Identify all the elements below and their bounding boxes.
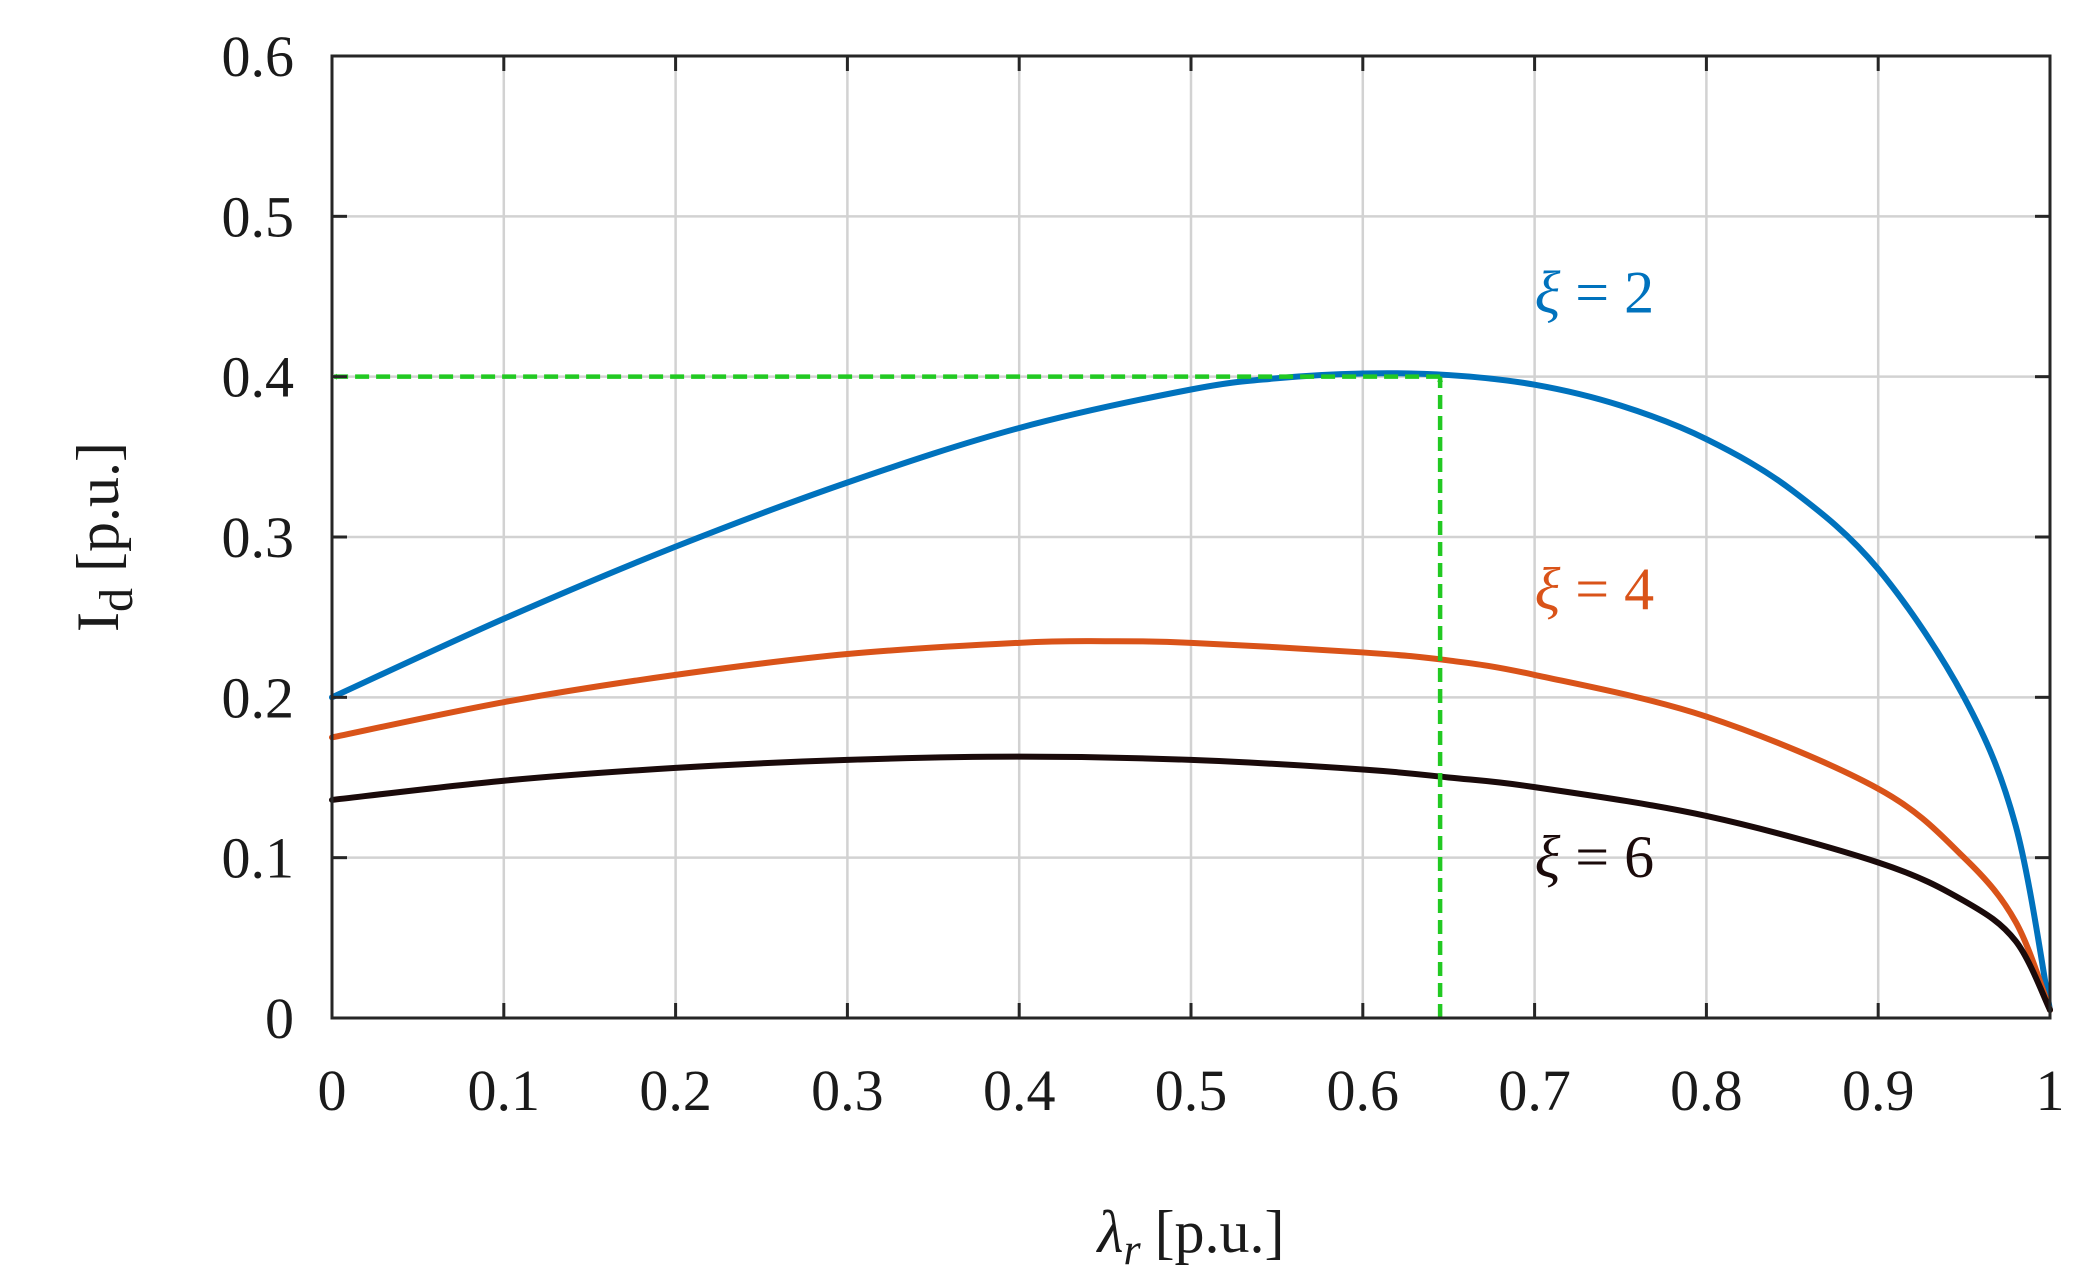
- curve-label-symbol: ξ: [1535, 824, 1561, 890]
- curve-label-value: = 2: [1560, 260, 1654, 326]
- curve-labels: ξ = 2ξ = 4ξ = 6: [1535, 260, 1655, 890]
- x-tick-label: 0.8: [1670, 1058, 1743, 1123]
- x-axis-symbol: λ: [1095, 1199, 1123, 1265]
- x-tick-label: 0.9: [1842, 1058, 1915, 1123]
- y-axis-label: Id [p.u.]: [65, 442, 143, 632]
- x-tick-label: 0.6: [1327, 1058, 1400, 1123]
- x-tick-label: 0.4: [983, 1058, 1056, 1123]
- x-axis-unit: [p.u.]: [1155, 1199, 1285, 1265]
- y-tick-label: 0.1: [222, 826, 295, 891]
- y-tick-label: 0.2: [222, 665, 295, 730]
- series-line-xi-4: [329, 638, 2053, 1013]
- y-tick-labels: 0 0.1 0.2 0.3 0.4 0.5 0.6: [222, 24, 295, 1051]
- y-tick-label: 0.3: [222, 505, 295, 570]
- y-axis-unit: [p.u.]: [65, 442, 131, 572]
- y-tick-label: 0.4: [222, 345, 295, 410]
- curve-label: ξ = 2: [1535, 260, 1655, 326]
- x-axis-label: λr [p.u.]: [1095, 1199, 1284, 1274]
- x-tick-label: 1: [2036, 1058, 2065, 1123]
- curve-label-value: = 4: [1560, 556, 1654, 622]
- series-group: [329, 370, 2053, 1013]
- grid-lines: [330, 54, 2052, 1020]
- x-tick-label: 0.5: [1155, 1058, 1228, 1123]
- tick-marks: [330, 54, 2052, 1020]
- x-tick-labels: 0 0.1 0.2 0.3 0.4 0.5 0.6 0.7 0.8 0.9 1: [318, 1058, 2065, 1123]
- curve-label-value: = 6: [1560, 824, 1654, 890]
- curve-label: ξ = 6: [1535, 824, 1655, 890]
- y-tick-label: 0: [265, 986, 294, 1051]
- curve-label: ξ = 4: [1535, 556, 1655, 622]
- x-tick-label: 0.1: [468, 1058, 541, 1123]
- x-tick-label: 0.3: [811, 1058, 884, 1123]
- y-axis-symbol: I: [65, 612, 131, 632]
- curve-label-symbol: ξ: [1535, 556, 1561, 622]
- y-tick-label: 0.5: [222, 184, 295, 249]
- y-tick-label: 0.6: [222, 24, 295, 89]
- y-axis-subscript: d: [90, 588, 143, 612]
- x-axis-subscript: r: [1123, 1225, 1141, 1274]
- x-tick-label: 0.7: [1498, 1058, 1571, 1123]
- series-line-xi-2: [329, 370, 2053, 1013]
- x-tick-label: 0: [318, 1058, 347, 1123]
- series-line-xi-6: [329, 753, 2053, 1013]
- guide-arrows: [331, 373, 1444, 1018]
- curve-label-symbol: ξ: [1535, 260, 1561, 326]
- x-tick-label: 0.2: [639, 1058, 712, 1123]
